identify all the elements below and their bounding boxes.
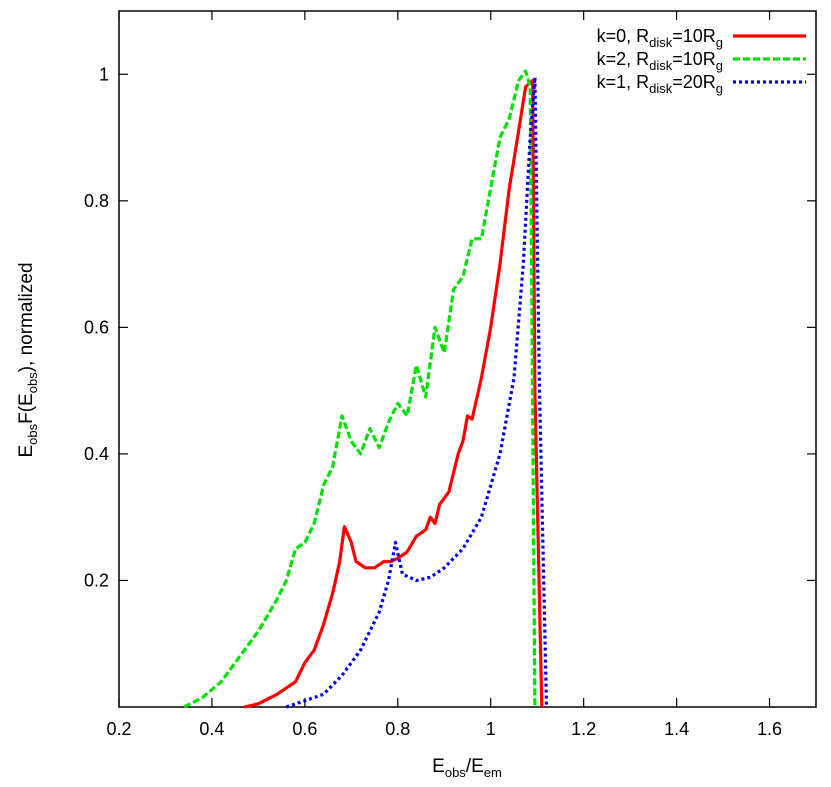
series-line-1: [244, 79, 544, 709]
x-tick-label: 1.6: [757, 719, 782, 739]
legend-label-2: k=2, Rdisk=10Rg: [597, 49, 723, 73]
axis-ticks: 0.2 0.4 0.6 0.8 1 1.2 1.4 1.6 0.2 0.4 0.6 0.8 1: [84, 11, 816, 739]
x-tick-label: 1: [486, 719, 496, 739]
y-tick-label: 0.8: [84, 191, 109, 211]
x-tick-label: 0.8: [385, 719, 410, 739]
legend-label-1: k=0, Rdisk=10Rg: [597, 26, 723, 50]
y-tick-label: 0.2: [84, 570, 109, 590]
x-tick-label: 0.2: [106, 719, 131, 739]
x-tick-label: 0.4: [199, 719, 224, 739]
y-tick-label: 0.4: [84, 444, 109, 464]
x-tick-label: 1.2: [571, 719, 596, 739]
y-tick-label: 1: [99, 64, 109, 84]
x-tick-label: 0.6: [292, 719, 317, 739]
legend-label-3: k=1, Rdisk=20Rg: [597, 72, 723, 96]
x-tick-label: 1.4: [664, 719, 689, 739]
x-axis-label: Eobs/Eem: [432, 756, 502, 780]
y-axis-label: EobsF(Eobs), normalized: [16, 262, 40, 457]
series-group: [183, 69, 549, 709]
y-tick-label: 0.6: [84, 317, 109, 337]
series-line-3: [285, 75, 549, 709]
series-line-2: [183, 69, 537, 709]
plot-frame: [118, 10, 817, 708]
